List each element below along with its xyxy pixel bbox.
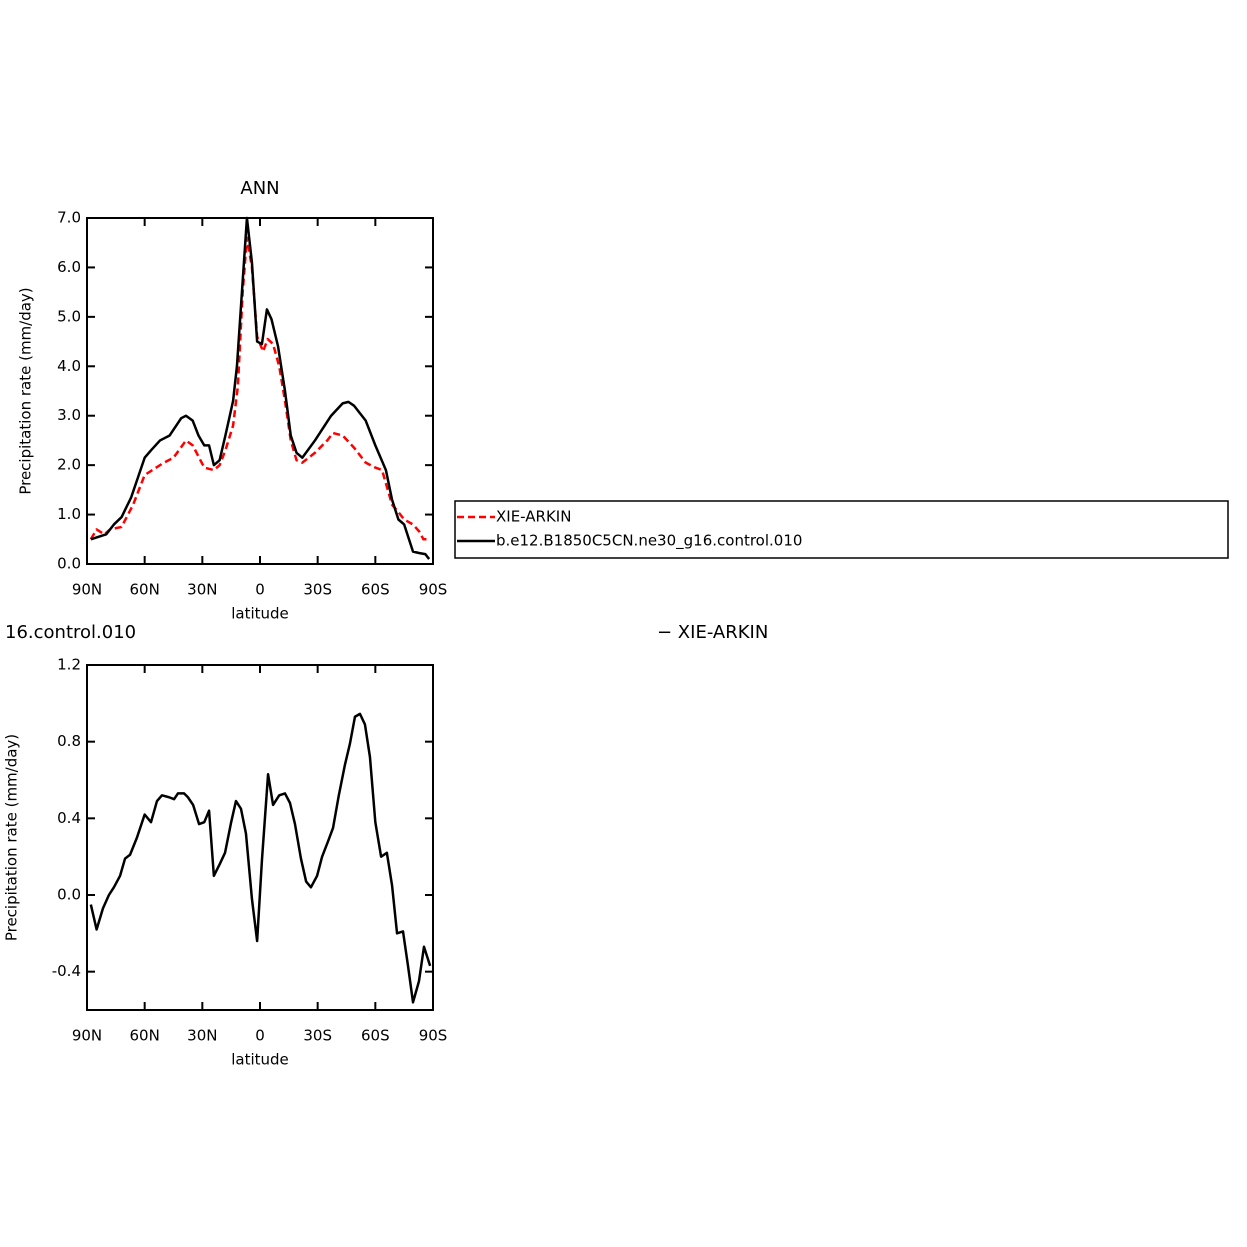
y-tick-label: 7.0 xyxy=(57,209,81,227)
y-tick-label: 6.0 xyxy=(57,258,81,276)
chart-title-left: 16.control.010 xyxy=(5,622,136,643)
x-tick-label: 0 xyxy=(255,581,265,599)
y-tick-label: 3.0 xyxy=(57,406,81,424)
x-tick-label: 30S xyxy=(303,581,332,599)
x-tick-label: 60N xyxy=(130,581,160,599)
y-tick-label: 1.2 xyxy=(57,656,81,674)
plot-frame xyxy=(86,217,434,565)
x-tick-label: 60S xyxy=(361,581,390,599)
series-line xyxy=(89,712,432,1004)
x-tick-label: 30S xyxy=(303,1027,332,1045)
y-tick-label: 5.0 xyxy=(57,307,81,325)
chart-title-right: − XIE-ARKIN xyxy=(657,622,768,643)
y-axis-title: Precipitation rate (mm/day) xyxy=(17,287,35,494)
series-line xyxy=(89,236,430,541)
y-tick-label: 0.0 xyxy=(57,886,81,904)
x-tick-label: 90S xyxy=(419,1027,448,1045)
y-tick-label: 1.0 xyxy=(57,505,81,523)
plot-frame xyxy=(86,664,434,1011)
x-tick-label: 90S xyxy=(419,581,448,599)
x-tick-label: 30N xyxy=(187,581,217,599)
x-tick-label: 0 xyxy=(255,1027,265,1045)
y-axis-title: Precipitation rate (mm/day) xyxy=(3,734,21,941)
y-tick-label: 0.0 xyxy=(57,555,81,573)
x-tick-label: 30N xyxy=(187,1027,217,1045)
x-tick-label: 90N xyxy=(72,581,102,599)
series-line xyxy=(90,216,431,560)
legend-label: XIE-ARKIN xyxy=(496,508,571,526)
x-tick-label: 60S xyxy=(361,1027,390,1045)
legend-label: b.e12.B1850C5CN.ne30_g16.control.010 xyxy=(496,532,802,551)
chart-title: ANN xyxy=(240,178,279,199)
y-tick-label: 4.0 xyxy=(57,357,81,375)
y-tick-label: -0.4 xyxy=(52,962,81,980)
y-tick-label: 2.0 xyxy=(57,456,81,474)
x-axis-title: latitude xyxy=(231,605,289,623)
x-axis-title: latitude xyxy=(231,1051,289,1069)
x-tick-label: 60N xyxy=(130,1027,160,1045)
y-tick-label: 0.4 xyxy=(57,809,81,827)
legend-box xyxy=(454,500,1229,559)
x-tick-label: 90N xyxy=(72,1027,102,1045)
y-tick-label: 0.8 xyxy=(57,732,81,750)
